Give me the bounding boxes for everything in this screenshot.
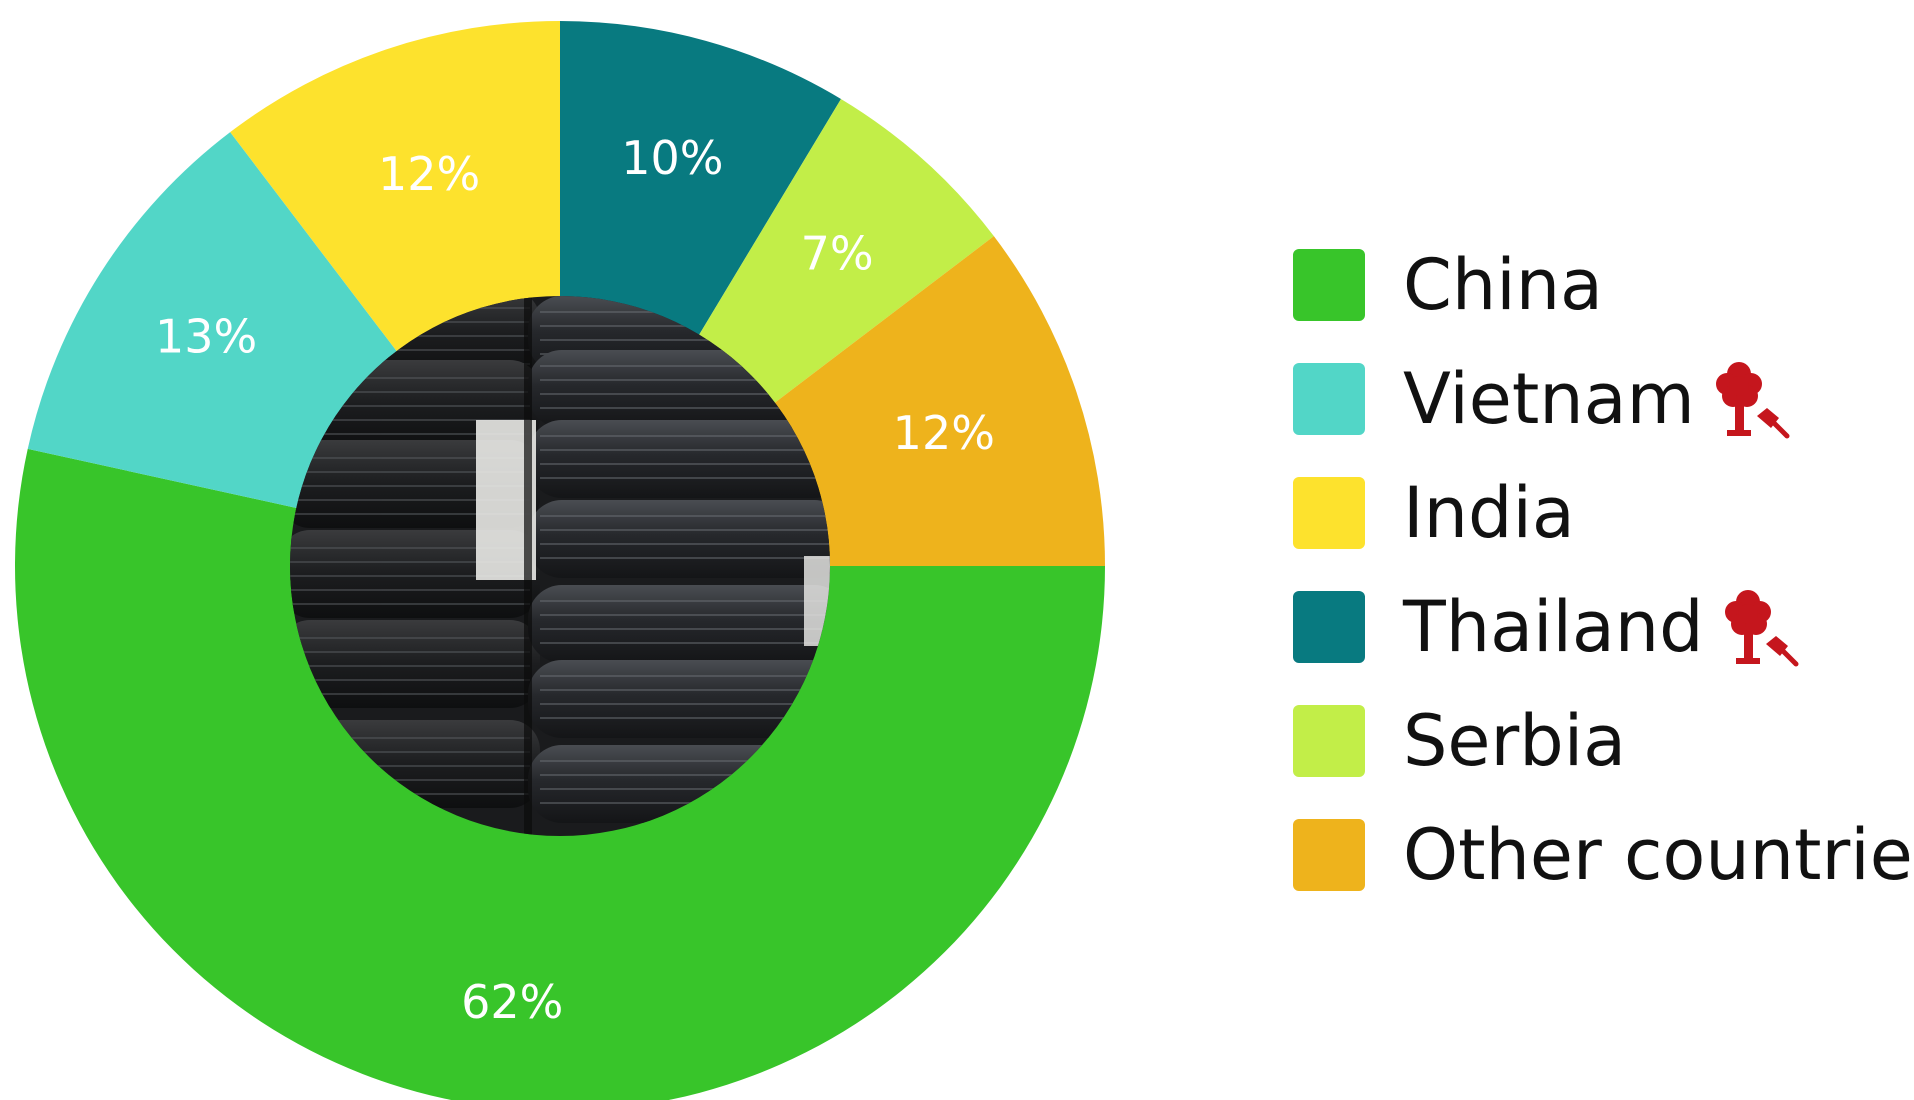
slice-label-vietnam: 13% bbox=[155, 309, 257, 363]
tree-felling-axe-icon bbox=[1724, 590, 1799, 667]
legend-item-india: India bbox=[1293, 456, 1914, 570]
legend-item-other-countries: Other countries bbox=[1293, 798, 1914, 912]
legend-swatch-india bbox=[1293, 477, 1365, 549]
legend-label: Thailand bbox=[1403, 586, 1704, 668]
slice-label-china: 62% bbox=[461, 975, 563, 1029]
legend-label: Other countries bbox=[1403, 814, 1914, 896]
slice-label-thailand: 10% bbox=[621, 131, 723, 185]
slice-labels: 62% 13% 12% 10% 7% 12% bbox=[155, 131, 995, 1029]
legend-item-serbia: Serbia bbox=[1293, 684, 1914, 798]
legend-swatch-china bbox=[1293, 249, 1365, 321]
slice-label-serbia: 7% bbox=[801, 227, 874, 281]
slice-label-other-countries: 12% bbox=[893, 406, 995, 460]
legend-label: China bbox=[1403, 244, 1603, 326]
legend-swatch-other-countries bbox=[1293, 819, 1365, 891]
legend-item-china: China bbox=[1293, 228, 1914, 342]
legend-label: India bbox=[1403, 472, 1575, 554]
legend-swatch-vietnam bbox=[1293, 363, 1365, 435]
legend: China Vietnam India Thailand Serbia Other cou… bbox=[1293, 228, 1914, 912]
slice-label-india: 12% bbox=[378, 147, 480, 201]
legend-swatch-serbia bbox=[1293, 705, 1365, 777]
legend-swatch-thailand bbox=[1293, 591, 1365, 663]
donut-chart: 62% 13% 12% 10% 7% 12% bbox=[15, 20, 1105, 1100]
legend-item-vietnam: Vietnam bbox=[1293, 342, 1914, 456]
legend-item-thailand: Thailand bbox=[1293, 570, 1914, 684]
legend-label: Vietnam bbox=[1403, 358, 1695, 440]
tree-felling-axe-icon bbox=[1715, 362, 1790, 439]
legend-label: Serbia bbox=[1403, 700, 1627, 782]
